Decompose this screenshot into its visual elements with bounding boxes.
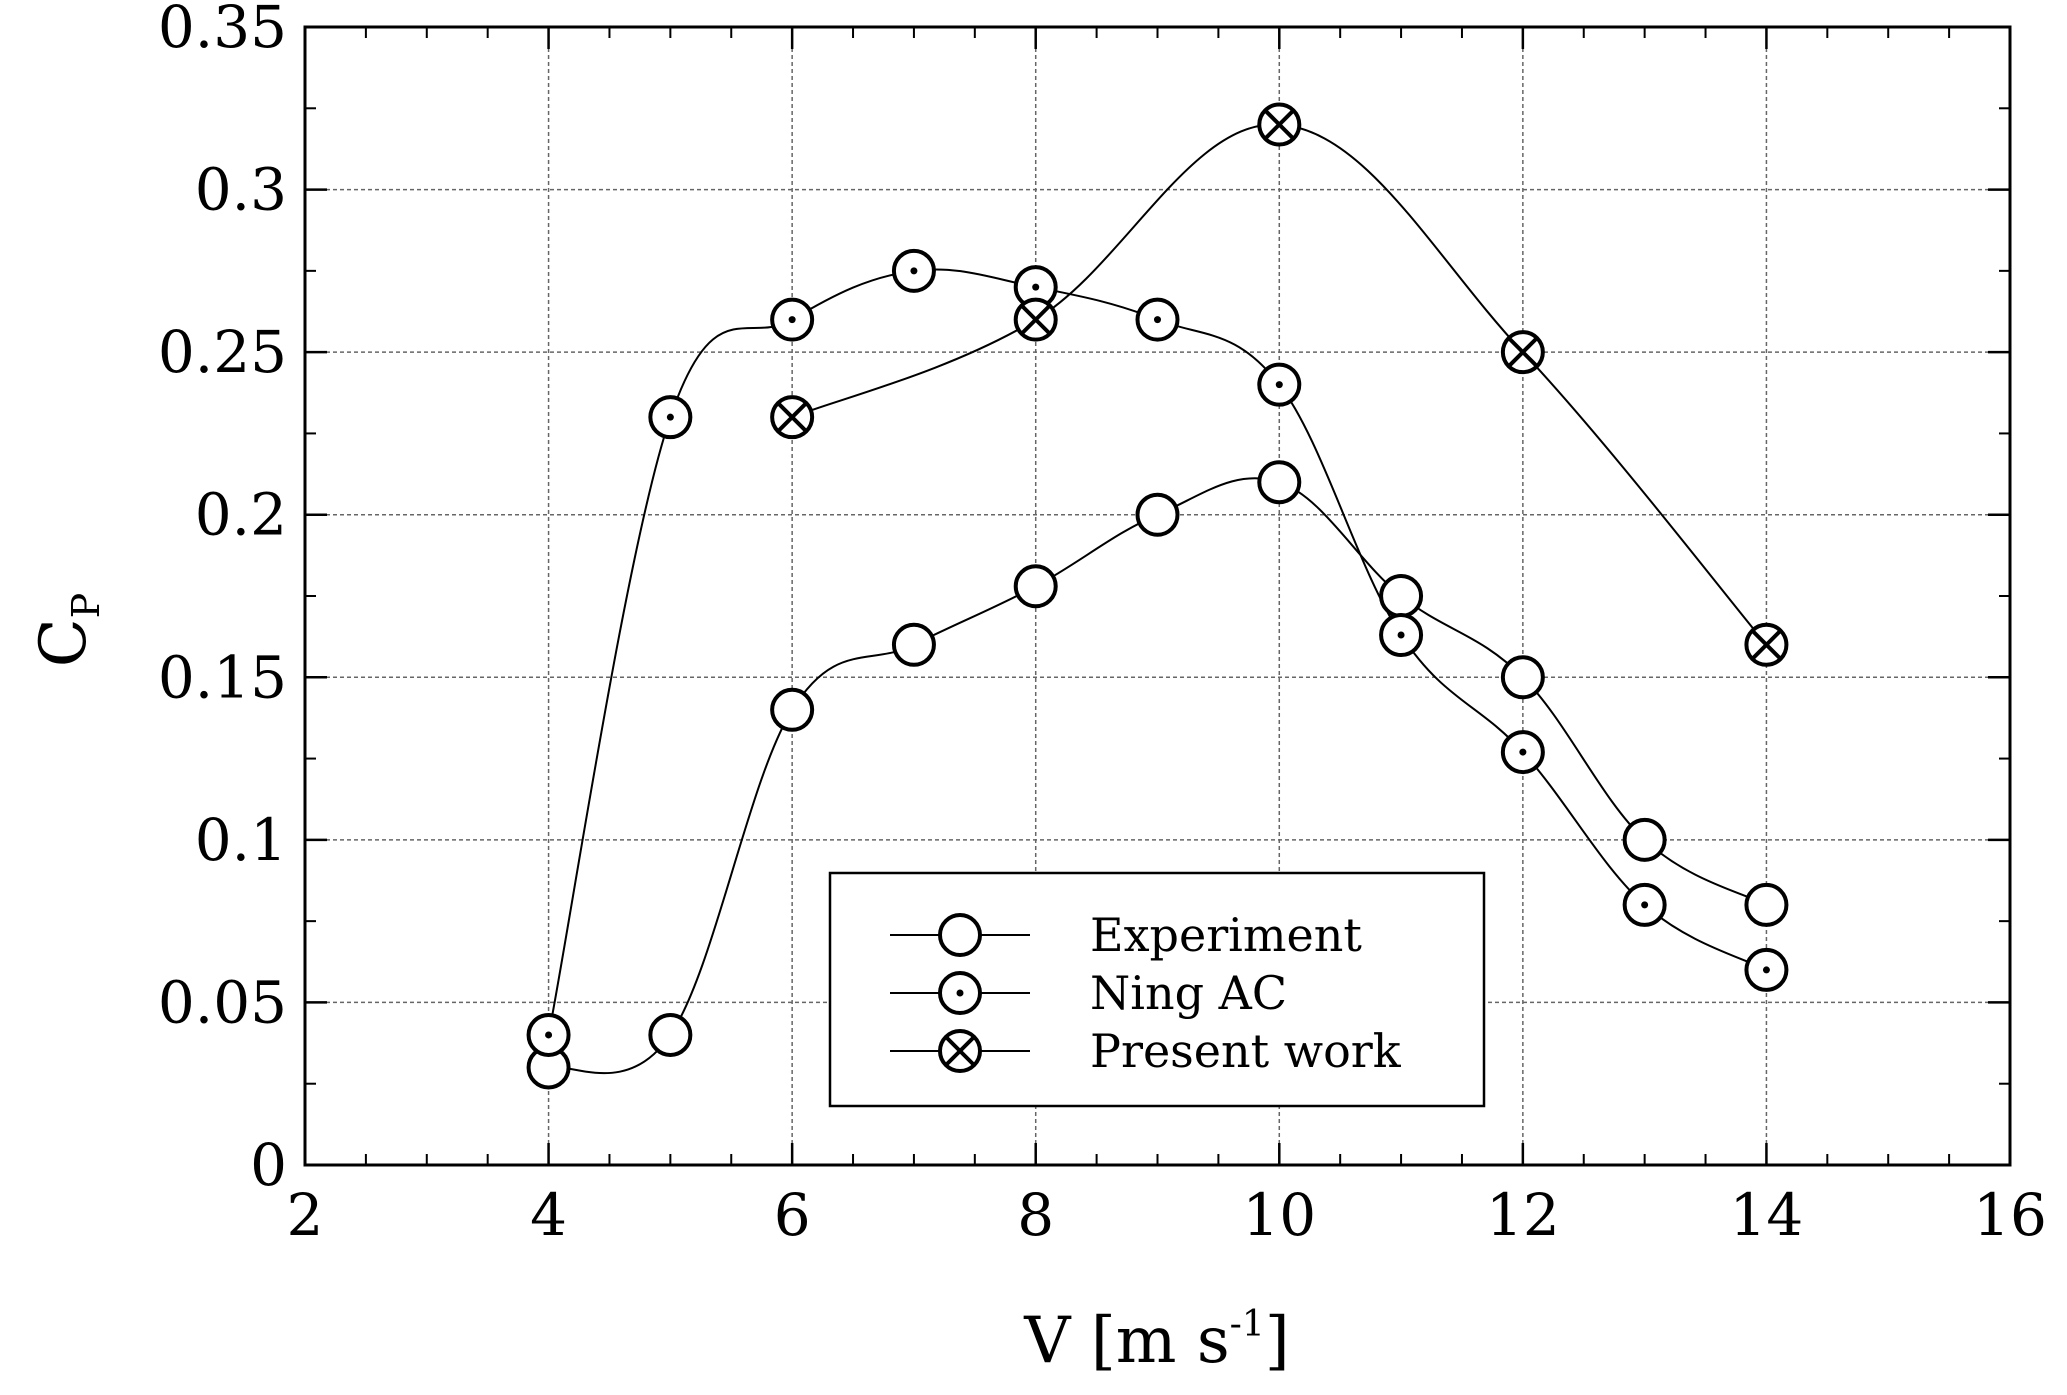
legend-label: Present work <box>1090 1024 1402 1078</box>
data-point-experiment <box>1135 492 1180 537</box>
data-point-present-work <box>1257 102 1302 147</box>
data-point-experiment <box>891 622 936 667</box>
x-tick-label: 12 <box>1486 1181 1560 1249</box>
legend-marker <box>938 1029 982 1073</box>
data-point-ning-ac <box>770 297 815 342</box>
data-point-present-work <box>1013 297 1058 342</box>
y-tick-label: 0.35 <box>158 0 287 61</box>
data-point-ning-ac <box>1622 882 1667 927</box>
x-tick-label: 16 <box>1973 1181 2047 1249</box>
data-point-ning-ac <box>1500 730 1545 775</box>
data-point-experiment <box>1744 882 1789 927</box>
data-point-present-work <box>1500 330 1545 375</box>
data-point-ning-ac <box>526 1012 571 1057</box>
data-point-ning-ac <box>1257 362 1302 407</box>
y-tick-label: 0 <box>250 1131 287 1199</box>
x-tick-label: 14 <box>1730 1181 1804 1249</box>
y-tick-label: 0.15 <box>158 643 287 711</box>
x-tick-label: 10 <box>1242 1181 1316 1249</box>
y-axis-label: CP <box>27 593 108 668</box>
data-point-experiment <box>1500 655 1545 700</box>
y-tick-label: 0.3 <box>195 156 287 224</box>
x-axis-label: V [m s-1] <box>1023 1304 1289 1378</box>
y-tick-label: 0.05 <box>158 968 287 1036</box>
minor-ticks <box>303 25 2012 1167</box>
x-tick-label: 6 <box>774 1181 811 1249</box>
data-point-present-work <box>1744 622 1789 667</box>
legend-item-present-work: Present work <box>890 1024 1402 1078</box>
legend-marker <box>938 913 982 957</box>
data-point-ning-ac <box>1379 613 1424 658</box>
y-tick-labels: 0 0.05 0.1 0.15 0.2 0.25 0.3 0.35 <box>158 0 287 1199</box>
x-tick-label: 2 <box>287 1181 324 1249</box>
x-tick-label: 4 <box>530 1181 567 1249</box>
data-point-ning-ac <box>891 248 936 293</box>
data-point-ning-ac <box>648 395 693 440</box>
legend-marker <box>938 971 982 1015</box>
data-point-experiment <box>1379 574 1424 618</box>
data-point-experiment <box>648 1012 693 1057</box>
data-point-experiment <box>1013 564 1058 609</box>
data-point-ning-ac <box>1744 947 1789 992</box>
y-tick-label: 0.25 <box>158 318 287 386</box>
x-tick-label: 8 <box>1017 1181 1054 1249</box>
data-point-experiment <box>1257 460 1302 505</box>
x-axis-label-superscript: -1 <box>1230 1304 1265 1345</box>
data-point-experiment <box>1622 817 1667 862</box>
x-tick-labels: 2 4 6 8 10 12 14 16 <box>287 1181 2047 1249</box>
plot-frame <box>303 25 2012 1167</box>
data-point-experiment <box>770 687 815 732</box>
y-axis-label-subscript: P <box>64 593 108 619</box>
data-point-ning-ac <box>1135 297 1180 342</box>
data-point-present-work <box>770 395 815 440</box>
y-tick-label: 0.1 <box>195 806 287 874</box>
legend-label: Ning AC <box>1090 966 1287 1020</box>
markers <box>526 102 1789 1090</box>
legend-label: Experiment <box>1090 908 1362 962</box>
y-tick-label: 0.2 <box>195 481 287 549</box>
legend-item-experiment: Experiment <box>890 908 1362 962</box>
x-axis-label-close: ] <box>1265 1304 1290 1378</box>
legend-item-ning-ac: Ning AC <box>890 966 1287 1020</box>
